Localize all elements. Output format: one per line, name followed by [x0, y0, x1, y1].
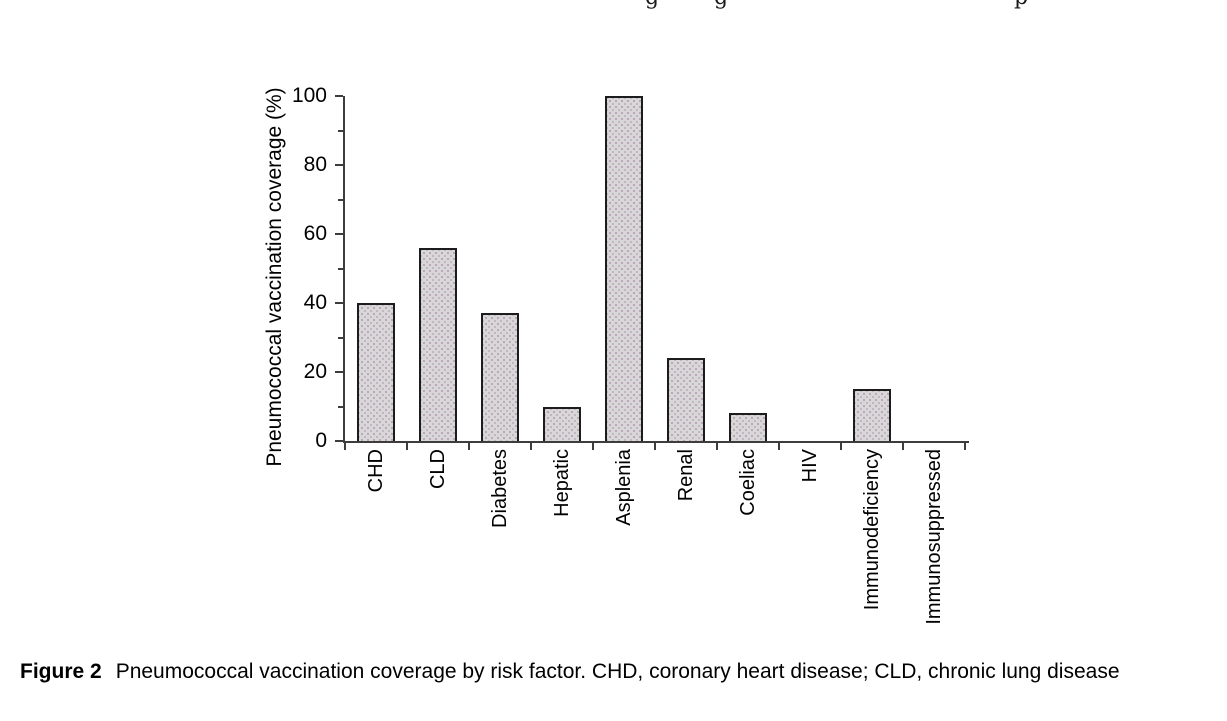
x-axis-label-renal: Renal — [675, 449, 697, 502]
x-axis-label-chd: CHD — [365, 449, 387, 493]
x-axis-tick — [716, 443, 718, 450]
y-axis-title: Pneumococcal vaccination coverage (%) — [263, 87, 286, 467]
bar-diabetes — [481, 313, 519, 441]
clipped-text-fragment: p — [1014, 0, 1028, 10]
y-axis-major-tick — [335, 164, 343, 166]
x-axis-tick — [902, 443, 904, 450]
y-axis-minor-tick — [338, 267, 343, 270]
y-axis-tick-label: 40 — [303, 291, 327, 314]
x-axis-tick — [406, 443, 408, 450]
x-axis-tick — [840, 443, 842, 450]
y-axis-major-tick — [335, 371, 343, 373]
y-axis-minor-tick — [338, 336, 343, 339]
bar-immunodeficiency — [853, 389, 891, 441]
x-axis-tick — [654, 443, 656, 450]
figure-caption-label: Figure 2 — [20, 660, 102, 683]
bar-hepatic — [543, 406, 581, 441]
x-axis-line — [343, 441, 969, 443]
x-axis-label-hiv: HIV — [799, 449, 821, 483]
x-axis-label-hepatic: Hepatic — [551, 449, 573, 517]
y-axis-tick-label: 100 — [291, 84, 327, 107]
y-axis-minor-tick — [338, 198, 343, 201]
plot-area: 0 20 40 60 80 100 CHD CLD Diabetes Hepatic Aspleni… — [292, 84, 969, 625]
y-axis-minor-tick — [338, 405, 343, 408]
y-axis-line — [343, 96, 345, 443]
x-axis-label-coeliac: Coeliac — [737, 449, 759, 516]
y-axis-major-tick — [335, 95, 343, 97]
y-axis-tick-label: 20 — [303, 360, 327, 383]
y-axis-minor-tick — [338, 129, 343, 132]
x-axis-tick — [592, 443, 594, 450]
x-axis-label-asplenia: Asplenia — [613, 449, 635, 526]
clipped-text-fragment: g — [645, 0, 659, 10]
y-axis-major-tick — [335, 233, 343, 235]
x-axis-tick — [468, 443, 470, 450]
x-axis-tick — [778, 443, 780, 450]
clipped-text-fragment: g — [714, 0, 728, 10]
x-axis-tick — [964, 443, 966, 450]
x-axis-tick — [530, 443, 532, 450]
y-axis-major-tick — [335, 302, 343, 304]
bar-cld — [419, 247, 457, 441]
bar-renal — [667, 358, 705, 441]
bar-chd — [357, 303, 395, 441]
x-axis-label-immunodeficiency: Immunodeficiency — [861, 449, 883, 611]
y-axis-tick-label: 60 — [303, 222, 327, 245]
y-axis-tick-label: 80 — [303, 153, 327, 176]
y-axis-tick-label: 0 — [315, 429, 327, 452]
x-axis-label-diabetes: Diabetes — [489, 449, 511, 528]
figure-caption-text: Pneumococcal vaccination coverage by ris… — [115, 660, 1120, 683]
x-axis-tick — [344, 443, 346, 450]
bar-coeliac — [729, 413, 767, 441]
y-axis-major-tick — [335, 440, 343, 442]
bar-asplenia — [605, 96, 643, 441]
x-axis-label-immunosuppressed: Immunosuppressed — [923, 449, 945, 625]
x-axis-label-cld: CLD — [427, 449, 449, 490]
figure-caption: Figure 2 Pneumococcal vaccination coverag… — [20, 655, 1210, 688]
